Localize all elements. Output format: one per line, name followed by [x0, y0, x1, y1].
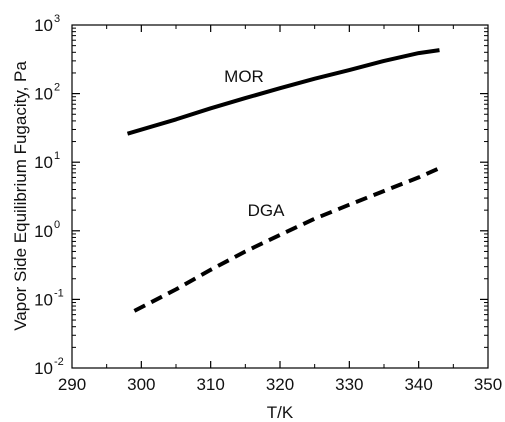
y-tick-exponent: 3	[54, 13, 60, 25]
x-tick-label: 330	[335, 375, 363, 394]
y-tick-base: 10	[34, 359, 53, 378]
series-label-mor: MOR	[224, 67, 264, 86]
y-tick-exponent: 0	[54, 219, 60, 231]
y-tick-base: 10	[34, 222, 53, 241]
y-axis-label: Vapor Side Equilibrium Fugacity, Pa	[11, 61, 30, 331]
y-tick-exponent: -2	[54, 356, 64, 368]
series-label-dga: DGA	[248, 201, 286, 220]
series-line-mor	[126, 48, 440, 136]
y-tick-label: 10 0	[34, 219, 60, 241]
y-tick-label: 10 -2	[34, 356, 64, 378]
x-tick-label: 320	[266, 375, 294, 394]
x-tick-label: 340	[404, 375, 432, 394]
plot-frame	[71, 24, 489, 369]
x-axis-ticks: 290 300 310 320 330 340 350	[58, 25, 502, 394]
series-line-dga	[133, 166, 441, 313]
y-tick-label: 10 3	[34, 13, 60, 35]
y-tick-exponent: -1	[54, 287, 64, 299]
x-tick-label: 350	[474, 375, 502, 394]
y-tick-label: 10 1	[34, 150, 60, 172]
y-tick-base: 10	[34, 290, 53, 309]
x-tick-label: 300	[127, 375, 155, 394]
y-tick-label: 10 -1	[34, 287, 64, 309]
y-tick-exponent: 1	[54, 150, 60, 162]
y-tick-exponent: 2	[54, 82, 60, 94]
y-tick-base: 10	[34, 16, 53, 35]
x-tick-label: 290	[58, 375, 86, 394]
y-tick-base: 10	[34, 153, 53, 172]
series-layer	[126, 48, 441, 313]
y-tick-label: 10 2	[34, 82, 60, 104]
x-axis-label: T/K	[267, 403, 294, 422]
x-tick-label: 310	[196, 375, 224, 394]
y-tick-base: 10	[34, 85, 53, 104]
